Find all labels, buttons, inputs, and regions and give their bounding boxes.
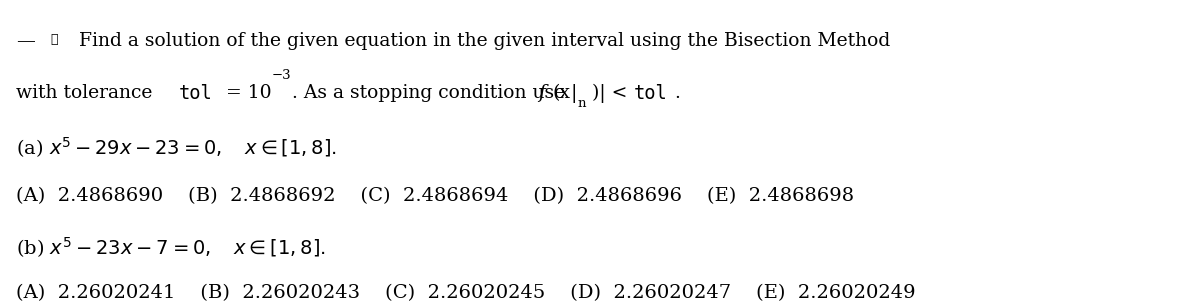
Text: tol: tol xyxy=(179,84,212,103)
Text: ⌞: ⌞ xyxy=(46,33,58,46)
Text: = 10: = 10 xyxy=(221,84,272,102)
Text: . As a stopping condition use |: . As a stopping condition use | xyxy=(293,84,577,103)
Text: −3: −3 xyxy=(272,69,292,82)
Text: —: — xyxy=(16,32,35,50)
Text: f: f xyxy=(538,84,545,102)
Text: n: n xyxy=(577,97,586,110)
Text: (b) $x^5 - 23x - 7 = 0, \quad x \in [1, 8].$: (b) $x^5 - 23x - 7 = 0, \quad x \in [1, … xyxy=(16,236,325,260)
Text: (x: (x xyxy=(552,84,570,102)
Text: .: . xyxy=(674,84,680,102)
Text: (A)  2.4868690    (B)  2.4868692    (C)  2.4868694    (D)  2.4868696    (E)  2.4: (A) 2.4868690 (B) 2.4868692 (C) 2.486869… xyxy=(16,187,854,205)
Text: tol: tol xyxy=(634,84,667,103)
Text: (A)  2.26020241    (B)  2.26020243    (C)  2.26020245    (D)  2.26020247    (E) : (A) 2.26020241 (B) 2.26020243 (C) 2.2602… xyxy=(16,284,916,302)
Text: Find a solution of the given equation in the given interval using the Bisection : Find a solution of the given equation in… xyxy=(79,32,890,50)
Text: (a) $x^5 - 29x - 23 = 0, \quad x \in [1, 8].$: (a) $x^5 - 29x - 23 = 0, \quad x \in [1,… xyxy=(16,136,337,160)
Text: )| <: )| < xyxy=(592,84,632,103)
Text: with tolerance: with tolerance xyxy=(16,84,158,102)
